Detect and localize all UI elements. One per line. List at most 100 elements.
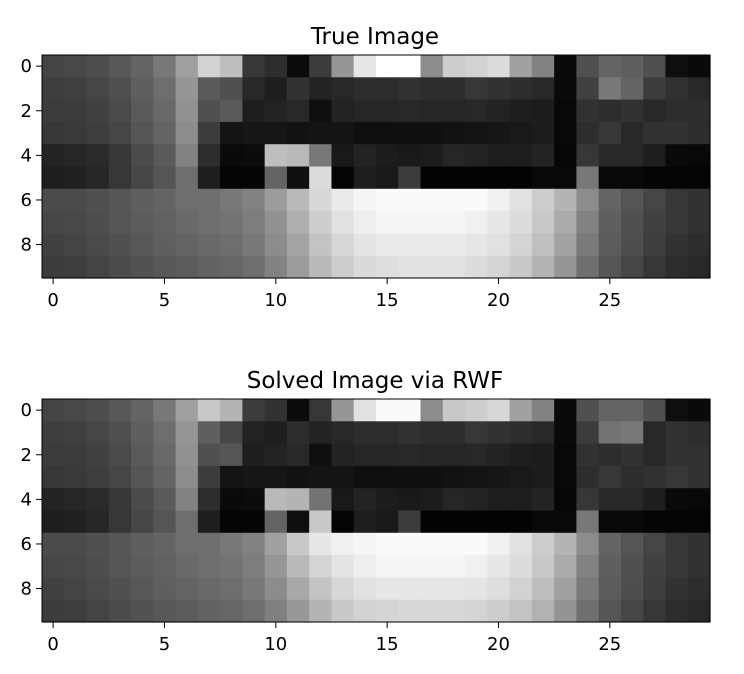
x-tick-label: 25 [598, 290, 621, 311]
heatmap-cell [554, 233, 577, 257]
heatmap-cell [376, 488, 399, 512]
heatmap-cell [465, 577, 488, 601]
heatmap-cell [554, 121, 577, 145]
heatmap-cell [376, 555, 399, 578]
heatmap-cell [197, 188, 221, 212]
x-tick-label: 15 [376, 290, 399, 311]
heatmap-cell [108, 188, 132, 212]
heatmap-cell [376, 421, 399, 445]
heatmap-cell [64, 121, 88, 145]
heatmap-cell [509, 77, 533, 101]
heatmap-cell [153, 255, 177, 279]
heatmap-cell [309, 465, 333, 489]
heatmap-cell [175, 55, 199, 78]
heatmap-cell [108, 144, 132, 168]
heatmap-cell [487, 599, 511, 623]
heatmap-cell [242, 55, 266, 78]
heatmap-cell [398, 555, 422, 578]
heatmap-cell [42, 443, 65, 467]
heatmap-cell [86, 465, 110, 489]
heatmap-cell [331, 488, 355, 512]
heatmap-cell [286, 166, 310, 190]
heatmap-cell [264, 233, 288, 257]
heatmap-cell [64, 421, 88, 445]
heatmap-cell [286, 233, 310, 257]
heatmap-cell [442, 77, 466, 101]
heatmap-cell [487, 77, 511, 101]
heatmap-cell [420, 211, 444, 234]
heatmap-cell [554, 488, 577, 512]
heatmap-cell [554, 188, 577, 212]
heatmap-cell [643, 166, 667, 190]
heatmap-cell [465, 510, 488, 534]
heatmap-cell [598, 443, 622, 467]
heatmap-cell [398, 166, 422, 190]
heatmap-cell [598, 144, 622, 168]
heatmap-cell [42, 488, 65, 512]
heatmap-cell [665, 99, 689, 123]
heatmap-cell [353, 399, 377, 422]
heatmap-cell [643, 121, 667, 145]
heatmap-cell [331, 532, 355, 556]
heatmap-cell [197, 399, 221, 422]
heatmap-cell [86, 55, 110, 78]
heatmap-cell [509, 166, 533, 190]
heatmap-cell [353, 488, 377, 512]
heatmap-cell [264, 99, 288, 123]
heatmap-cell [643, 421, 667, 445]
heatmap-cell [465, 211, 488, 234]
heatmap-cell [487, 577, 511, 601]
heatmap-cell [153, 55, 177, 78]
heatmap-cell [309, 211, 333, 234]
heatmap-cell [86, 399, 110, 422]
heatmap-cell [242, 233, 266, 257]
heatmap-cell [576, 255, 600, 279]
heatmap-cell [531, 121, 555, 145]
heatmap-cell [131, 233, 154, 257]
heatmap-cell [286, 55, 310, 78]
x-tick-label: 5 [159, 290, 170, 311]
heatmap-cell [220, 488, 243, 512]
heatmap-cell [531, 77, 555, 101]
heatmap-cell [665, 144, 689, 168]
heatmap-cell [353, 121, 377, 145]
heatmap-cell [220, 144, 243, 168]
heatmap-cell [197, 255, 221, 279]
heatmap-cell [665, 599, 689, 623]
heatmap-cell [131, 510, 154, 534]
heatmap-cell [665, 399, 689, 422]
heatmap-cell [598, 555, 622, 578]
heatmap-cell [242, 99, 266, 123]
heatmap-cell [442, 532, 466, 556]
heatmap-cell [442, 144, 466, 168]
heatmap-cell [86, 99, 110, 123]
heatmap-cell [242, 555, 266, 578]
heatmap-cell [442, 255, 466, 279]
heatmap-cell [442, 233, 466, 257]
heatmap-cell [442, 55, 466, 78]
heatmap-cell [687, 510, 711, 534]
heatmap-cell [643, 255, 667, 279]
heatmap-cell [554, 421, 577, 445]
heatmap-cell [598, 77, 622, 101]
heatmap-cell [108, 55, 132, 78]
heatmap-cell [331, 599, 355, 623]
heatmap-cell [687, 99, 711, 123]
heatmap-cell [264, 255, 288, 279]
heatmap-cell [86, 211, 110, 234]
heatmap-cell [242, 77, 266, 101]
heatmap-cell [309, 577, 333, 601]
heatmap-cell [465, 443, 488, 467]
heatmap-cell [598, 421, 622, 445]
heatmap-cell [398, 532, 422, 556]
heatmap-cell [665, 55, 689, 78]
heatmap-cell [442, 166, 466, 190]
heatmap-cell [398, 443, 422, 467]
heatmap-cell [86, 166, 110, 190]
heatmap-cell [220, 599, 243, 623]
heatmap-cell [197, 488, 221, 512]
heatmap-cell [64, 211, 88, 234]
heatmap-cell [598, 99, 622, 123]
heatmap-cell [309, 188, 333, 212]
